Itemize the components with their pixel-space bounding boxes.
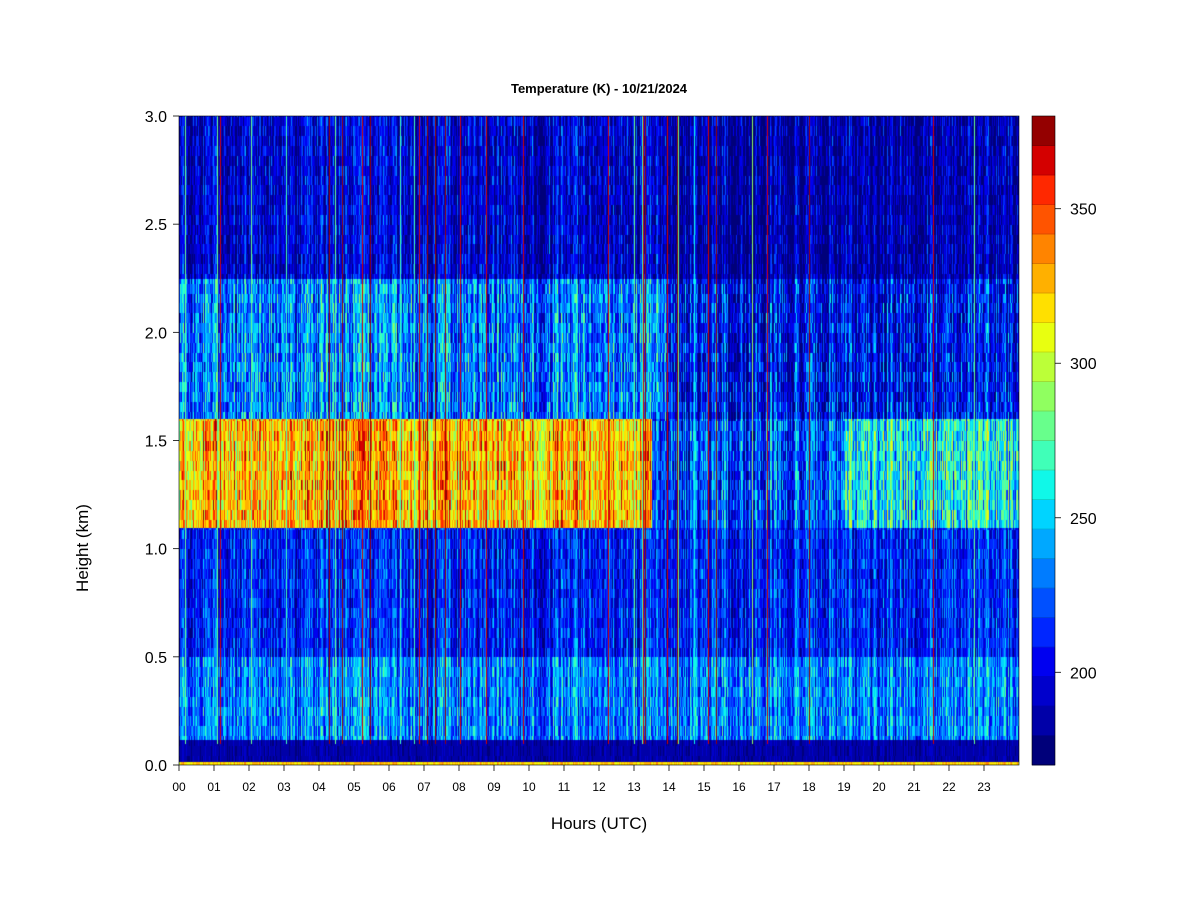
colorbar-segment <box>1032 116 1055 146</box>
x-tick-label: 06 <box>382 780 396 794</box>
x-tick-label: 23 <box>977 780 991 794</box>
y-tick-label: 0.5 <box>145 650 167 667</box>
colorbar-segment <box>1032 352 1055 382</box>
x-tick-label: 07 <box>417 780 431 794</box>
colorbar-segment <box>1032 647 1055 677</box>
colorbar-tick-label: 300 <box>1070 356 1097 373</box>
colorbar-segment <box>1032 499 1055 530</box>
x-tick-label: 09 <box>487 780 501 794</box>
x-tick-label: 02 <box>242 780 256 794</box>
x-tick-label: 19 <box>837 780 851 794</box>
x-tick-label: 04 <box>312 780 326 794</box>
y-tick-label: 0.0 <box>145 758 167 775</box>
colorbar-segment <box>1032 411 1055 441</box>
x-tick-label: 03 <box>277 780 291 794</box>
colorbar-segment <box>1032 204 1055 235</box>
x-tick-label: 12 <box>592 780 606 794</box>
y-axis-label: Height (km) <box>73 504 92 592</box>
colorbar-segment <box>1032 529 1055 559</box>
colorbar-segment <box>1032 263 1055 294</box>
colorbar-segment <box>1032 440 1055 471</box>
colorbar-segment <box>1032 470 1055 500</box>
colorbar-segment <box>1032 322 1055 353</box>
colorbar-segment <box>1032 234 1055 264</box>
x-tick-label: 18 <box>802 780 816 794</box>
x-tick-label: 05 <box>347 780 361 794</box>
x-axis: 00 01 02 03 04 05 06 07 08 09 10 11 12 13 14 15 16 17 18 19… <box>172 765 991 794</box>
colorbar-segment <box>1032 293 1055 323</box>
x-tick-label: 14 <box>662 780 676 794</box>
heatmap-image <box>179 116 1019 765</box>
colorbar-segment <box>1032 617 1055 648</box>
y-axis: 0.0 0.5 1.0 1.5 2.0 2.5 3.0 <box>145 109 179 775</box>
x-tick-label: 21 <box>907 780 921 794</box>
x-tick-label: 15 <box>697 780 711 794</box>
y-tick-label: 2.5 <box>145 217 167 234</box>
colorbar-tick-label: 200 <box>1070 665 1097 682</box>
x-tick-label: 17 <box>767 780 781 794</box>
y-tick-label: 2.0 <box>145 325 167 342</box>
colorbar-segment <box>1032 145 1055 176</box>
colorbar-segment <box>1032 558 1055 589</box>
colorbar-frame <box>1031 115 1056 766</box>
colorbar-segment <box>1032 175 1055 205</box>
x-axis-label: Hours (UTC) <box>551 814 647 833</box>
x-tick-label: 16 <box>732 780 746 794</box>
chart-title: Temperature (K) - 10/21/2024 <box>511 81 688 96</box>
colorbar-tick-label: 350 <box>1070 202 1097 219</box>
y-tick-label: 1.5 <box>145 434 167 451</box>
colorbar-segment <box>1032 381 1055 412</box>
colorbar-segment <box>1032 588 1055 618</box>
colorbar-segment <box>1032 735 1055 766</box>
x-tick-label: 11 <box>558 780 571 794</box>
colorbar-segment <box>1032 676 1055 707</box>
x-tick-label: 22 <box>942 780 956 794</box>
y-tick-label: 1.0 <box>145 542 167 559</box>
colorbar-tick-label: 250 <box>1070 511 1097 528</box>
x-tick-label: 10 <box>522 780 536 794</box>
heatmap-plot-area <box>179 116 1019 765</box>
colorbar-segment <box>1032 706 1055 736</box>
y-tick-label: 3.0 <box>145 109 167 126</box>
x-tick-label: 13 <box>627 780 641 794</box>
x-tick-label: 01 <box>207 780 221 794</box>
x-tick-label: 08 <box>452 780 466 794</box>
x-tick-label: 20 <box>872 780 886 794</box>
x-tick-label: 00 <box>172 780 186 794</box>
colorbar: 200 250 300 350 <box>1031 115 1097 766</box>
